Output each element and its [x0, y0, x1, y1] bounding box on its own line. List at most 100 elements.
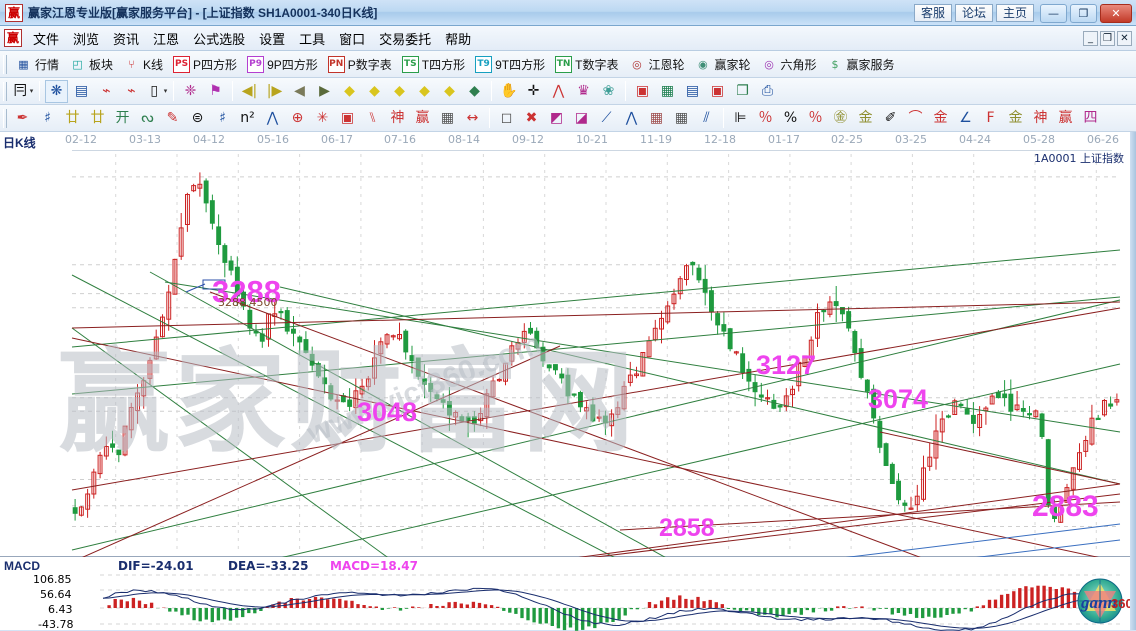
page-right-button[interactable]: ▶: [313, 80, 336, 103]
grid-net-1-button[interactable]: ▦: [645, 107, 668, 130]
kline-panel[interactable]: 日K线 02-12 03-13 04-12 05-16 06-17 07-16 08-14 0…: [0, 132, 1136, 557]
gold-levels-button[interactable]: 金: [854, 107, 877, 130]
forum-button[interactable]: 论坛: [954, 4, 993, 22]
report-button[interactable]: ▤: [70, 80, 93, 103]
draw-angle-button[interactable]: ⋀: [547, 80, 570, 103]
9t-square-button[interactable]: T9 9T四方形: [471, 53, 549, 76]
toolbar-grip[interactable]: [3, 54, 7, 74]
menu-item-gann[interactable]: 江恩: [153, 31, 180, 47]
rect-draw-button[interactable]: ◻: [495, 107, 518, 130]
ying-tool-button[interactable]: 赢: [411, 107, 434, 130]
four-levels-button[interactable]: 四: [1079, 107, 1102, 130]
gold-angle-button[interactable]: 金: [1004, 107, 1027, 130]
calendar-button[interactable]: ▣: [631, 80, 654, 103]
pen-grid-button[interactable]: ✎: [161, 107, 184, 130]
vertical-bar-button[interactable]: ▯ ▾: [145, 80, 168, 103]
mdi-minimize-button[interactable]: _: [1083, 31, 1098, 46]
9p-square-button[interactable]: P9 9P四方形: [243, 53, 322, 76]
gann-box-1-button[interactable]: 廿: [61, 107, 84, 130]
spiral-tool-button[interactable]: ᔓ: [136, 107, 159, 130]
zigzag-button[interactable]: ⋀: [620, 107, 643, 130]
print-button[interactable]: ⎙: [756, 80, 779, 103]
quote-mark-button[interactable]: ⑊: [361, 107, 384, 130]
market-quotes-button[interactable]: ▦ 行情: [11, 53, 63, 76]
shen-tool-button[interactable]: 神: [386, 107, 409, 130]
number-grid-button[interactable]: ▦: [436, 107, 459, 130]
period-select-button[interactable]: 冃 ▾: [11, 80, 34, 103]
brain-tool-button[interactable]: ❀: [597, 80, 620, 103]
fan-tool-button[interactable]: ♛: [572, 80, 595, 103]
t-square-button[interactable]: TS T四方形: [398, 53, 469, 76]
winner-wheel-button[interactable]: ◉ 赢家轮: [690, 53, 754, 76]
ladder-1-button[interactable]: ⊫: [729, 107, 752, 130]
p-square-button[interactable]: PS P四方形: [169, 53, 241, 76]
fan-box-button[interactable]: ◪: [570, 107, 593, 130]
minimize-button[interactable]: —: [1040, 3, 1067, 23]
gann-wheel-button[interactable]: ◎ 江恩轮: [624, 53, 688, 76]
chevron-down-icon[interactable]: ▾: [163, 87, 168, 95]
star-burst-button[interactable]: ✳: [311, 107, 334, 130]
pan-hand-button[interactable]: ✋: [497, 80, 520, 103]
menu-item-window[interactable]: 窗口: [339, 31, 366, 47]
chevron-down-icon[interactable]: ▾: [29, 87, 34, 95]
toolbar-grip-2[interactable]: [3, 81, 7, 101]
zoom-fit-button[interactable]: ◆: [463, 80, 486, 103]
last-page-button[interactable]: |▶: [263, 80, 286, 103]
gold-box-button[interactable]: 金: [929, 107, 952, 130]
shift-right-button[interactable]: ◆: [363, 80, 386, 103]
time-grid-1-button[interactable]: ♯: [36, 107, 59, 130]
pattern-tool-button[interactable]: ❈: [179, 80, 202, 103]
save-button[interactable]: ▣: [706, 80, 729, 103]
menu-item-tools[interactable]: 工具: [299, 31, 326, 47]
shen-levels-button[interactable]: 神: [1029, 107, 1052, 130]
pen-levels-button[interactable]: ✐: [879, 107, 902, 130]
percent-levels-button[interactable]: ％: [804, 107, 827, 130]
wave-9-button[interactable]: ⌁: [120, 80, 143, 103]
menu-item-news[interactable]: 资讯: [113, 31, 140, 47]
chart-area[interactable]: 日K线 02-12 03-13 04-12 05-16 06-17 07-16 08-14 0…: [0, 132, 1136, 630]
menu-item-browse[interactable]: 浏览: [73, 31, 100, 47]
notes-button[interactable]: ▤: [681, 80, 704, 103]
homepage-button[interactable]: 主页: [995, 4, 1034, 22]
hexagon-button[interactable]: ◎ 六角形: [757, 53, 821, 76]
mdi-close-button[interactable]: ✕: [1117, 31, 1132, 46]
sector-board-button[interactable]: ◰ 板块: [65, 53, 117, 76]
angle-a-button[interactable]: ⋀: [261, 107, 284, 130]
menu-item-settings[interactable]: 设置: [259, 31, 286, 47]
ying-levels-button[interactable]: 赢: [1054, 107, 1077, 130]
t-number-table-button[interactable]: TN T数字表: [551, 53, 622, 76]
cycle-lines-button[interactable]: ❋: [45, 79, 68, 103]
n-squared-button[interactable]: n²: [236, 107, 259, 130]
frame-box-button[interactable]: ▣: [336, 107, 359, 130]
zoom-horizontal-button[interactable]: ◆: [388, 80, 411, 103]
fan-lines-button[interactable]: ✖: [520, 107, 543, 130]
grid-net-2-button[interactable]: ▦: [670, 107, 693, 130]
customer-service-button[interactable]: 客服: [913, 4, 952, 22]
measure-tool-button[interactable]: ↔: [461, 107, 484, 130]
winner-service-button[interactable]: $ 赢家服务: [823, 53, 899, 76]
percent-fan-button[interactable]: ％: [754, 107, 777, 130]
zoom-out-h-button[interactable]: ◆: [413, 80, 436, 103]
arc-tool-button[interactable]: ⌒: [904, 107, 927, 130]
menu-item-trade[interactable]: 交易委托: [379, 31, 432, 47]
toolbar-grip-3[interactable]: [3, 108, 7, 128]
slope-lines-button[interactable]: ⫽: [695, 107, 718, 130]
target-circle-button[interactable]: ⊕: [286, 107, 309, 130]
calculator-button[interactable]: ▦: [656, 80, 679, 103]
shift-left-button[interactable]: ◆: [338, 80, 361, 103]
wave-3-button[interactable]: ⌁: [95, 80, 118, 103]
k-line-button[interactable]: ⑂ K线: [119, 53, 167, 76]
mdi-restore-button[interactable]: ❐: [1100, 31, 1115, 46]
maximize-button[interactable]: ❐: [1070, 3, 1097, 23]
first-page-button[interactable]: ◀|: [238, 80, 261, 103]
close-button[interactable]: ✕: [1100, 3, 1132, 23]
f-levels-button[interactable]: F: [979, 107, 1002, 130]
circle-grid-button[interactable]: ⊜: [186, 107, 209, 130]
trend-up-button[interactable]: ⟋: [595, 107, 618, 130]
macd-panel[interactable]: MACD DIF=-24.01 DEA=-33.25 MACD=18.47 10…: [0, 556, 1136, 631]
gann-fan-draw-button[interactable]: ✒: [11, 107, 34, 130]
flag-tool-button[interactable]: ⚑: [204, 80, 227, 103]
copy-button[interactable]: ❐: [731, 80, 754, 103]
menu-item-file[interactable]: 文件: [33, 31, 60, 47]
menu-item-formula[interactable]: 公式选股: [193, 31, 246, 47]
